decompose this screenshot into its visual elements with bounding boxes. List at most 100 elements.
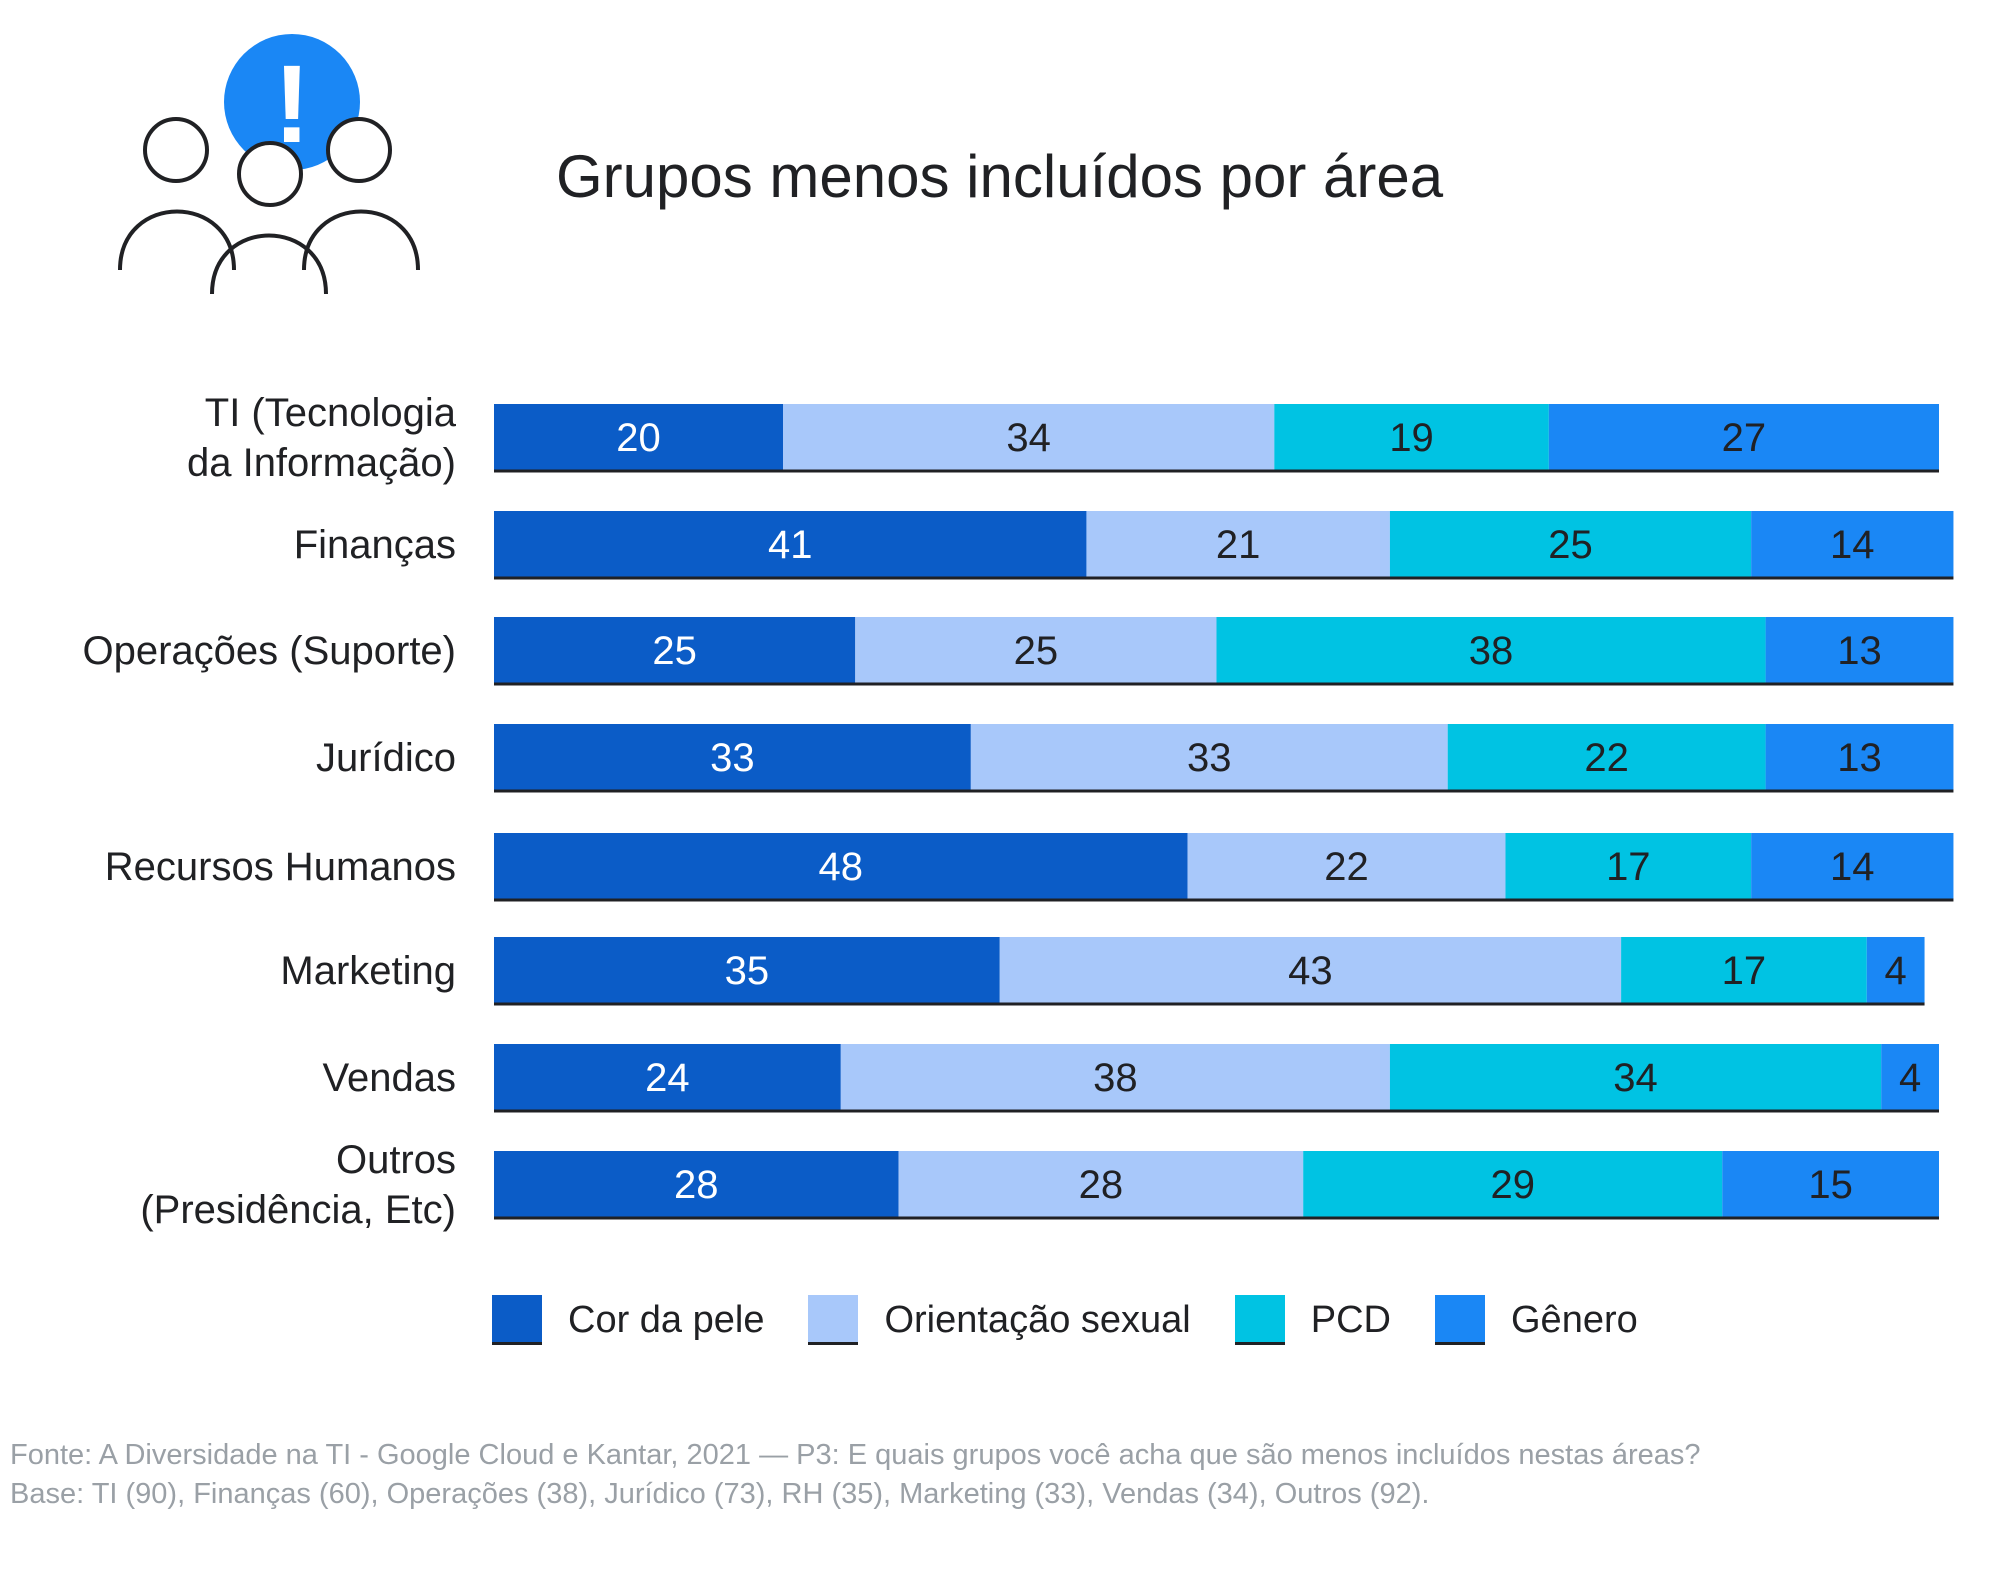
data-label: 17 — [1722, 949, 1767, 993]
bar-segment — [494, 511, 1087, 577]
data-label: 21 — [1216, 523, 1261, 567]
category-label: Marketing — [280, 949, 456, 993]
data-label: 22 — [1584, 736, 1629, 780]
bar-segment — [1187, 833, 1506, 899]
bar-segment — [1216, 617, 1766, 683]
bar-segment — [1722, 1151, 1939, 1217]
bar-segment — [494, 937, 1000, 1003]
bar-row: TI (Tecnologia da Informação) 20 34 19 27 — [187, 391, 1939, 485]
legend-label: Orientação sexual — [884, 1298, 1191, 1341]
legend-swatch — [1234, 1295, 1285, 1345]
bar-segment — [1621, 937, 1867, 1003]
data-label: 14 — [1830, 523, 1875, 567]
data-label: 43 — [1288, 949, 1333, 993]
legend-swatch — [492, 1295, 542, 1345]
bar-segment — [494, 1044, 841, 1110]
category-label: Vendas — [323, 1056, 456, 1100]
data-label: 25 — [1014, 629, 1059, 673]
bar-segment — [783, 404, 1275, 470]
stacked-bar-chart: TI (Tecnologia da Informação) 20 34 19 27 Fina… — [82, 391, 1954, 1232]
legend-item: Gênero — [1435, 1295, 1638, 1345]
bar-segment — [1866, 937, 1925, 1003]
data-label: 34 — [1613, 1056, 1658, 1100]
bar-segment — [970, 724, 1448, 790]
data-label: 38 — [1469, 629, 1514, 673]
bar-segment — [855, 617, 1217, 683]
legend-swatch — [1435, 1295, 1485, 1345]
bar-row: Jurídico 33 33 22 13 — [316, 724, 1954, 793]
data-label: 48 — [819, 845, 864, 889]
bar-segment — [494, 404, 783, 470]
data-label: 4 — [1885, 949, 1907, 993]
data-label: 33 — [710, 736, 755, 780]
data-label: 24 — [645, 1056, 690, 1100]
data-label: 17 — [1606, 845, 1651, 889]
bar-row: Marketing 35 43 17 4 — [280, 937, 1925, 1006]
source-line-2: Base: TI (90), Finanças (60), Operações … — [10, 1478, 1430, 1510]
alert-badge-icon — [224, 34, 360, 170]
bar-row: Operações (Suporte) 25 25 38 13 — [82, 617, 1954, 686]
data-label: 28 — [674, 1163, 719, 1207]
category-label: Operações (Suporte) — [82, 629, 456, 673]
category-label: Recursos Humanos — [105, 845, 456, 889]
legend-item: Cor da pele — [492, 1295, 764, 1345]
category-label: Jurídico — [316, 736, 456, 780]
bar-segment — [1447, 724, 1766, 790]
bar-segment — [898, 1151, 1304, 1217]
bar-segment — [494, 617, 856, 683]
bar-segment — [1389, 1044, 1882, 1110]
source-note: Fonte: A Diversidade na TI - Google Clou… — [10, 1436, 1701, 1514]
data-label: 20 — [616, 416, 661, 460]
data-label: 14 — [1830, 845, 1875, 889]
bar-segment — [999, 937, 1622, 1003]
chart-legend: Cor da pele Orientação sexual PCD Gênero — [492, 1290, 1682, 1350]
bar-segment — [1086, 511, 1390, 577]
data-label: 38 — [1093, 1056, 1138, 1100]
data-label: 13 — [1837, 736, 1882, 780]
bar-segment — [1274, 404, 1549, 470]
bar-row: Vendas 24 38 34 4 — [323, 1044, 1939, 1113]
people-alert-icon: ! — [118, 34, 420, 295]
category-label: Outros (Presidência, Etc) — [140, 1138, 456, 1232]
bar-segment — [1751, 511, 1954, 577]
category-label: TI (Tecnologia da Informação) — [187, 391, 457, 485]
legend-item: Orientação sexual — [808, 1295, 1191, 1345]
data-label: 35 — [725, 949, 770, 993]
bar-row: Recursos Humanos 48 22 17 14 — [105, 833, 1954, 902]
source-line-1: Fonte: A Diversidade na TI - Google Clou… — [10, 1439, 1701, 1471]
data-label: 19 — [1389, 416, 1434, 460]
bar-segment — [1765, 617, 1954, 683]
bar-segment — [1765, 724, 1954, 790]
bar-segment — [1505, 833, 1752, 899]
data-label: 29 — [1490, 1163, 1535, 1207]
chart-title: Grupos menos incluídos por área — [556, 143, 1444, 210]
bar-segment — [494, 1151, 899, 1217]
bar-segment — [840, 1044, 1390, 1110]
bar-segment — [494, 833, 1188, 899]
data-label: 22 — [1324, 845, 1369, 889]
legend-item: PCD — [1234, 1295, 1391, 1345]
data-label: 15 — [1808, 1163, 1853, 1207]
category-label: Finanças — [294, 523, 456, 567]
bar-segment — [1303, 1151, 1723, 1217]
data-label: 27 — [1722, 416, 1767, 460]
legend-label: PCD — [1310, 1298, 1391, 1341]
data-label: 34 — [1006, 416, 1051, 460]
data-label: 28 — [1079, 1163, 1124, 1207]
bar-row: Finanças 41 21 25 14 — [294, 511, 1954, 580]
legend-label: Cor da pele — [568, 1298, 765, 1341]
legend-swatch — [808, 1295, 859, 1345]
bar-segment — [494, 724, 971, 790]
data-label: 33 — [1187, 736, 1232, 780]
legend-label: Gênero — [1511, 1298, 1638, 1341]
bar-row: Outros (Presidência, Etc) 28 28 29 15 — [140, 1138, 1939, 1232]
bar-segment — [1751, 833, 1954, 899]
data-label: 13 — [1837, 629, 1882, 673]
data-label: 25 — [652, 629, 697, 673]
bar-segment — [1389, 511, 1752, 577]
data-label: 25 — [1548, 523, 1593, 567]
bar-segment — [1548, 404, 1939, 470]
bar-segment — [1881, 1044, 1939, 1110]
data-label: 41 — [768, 523, 813, 567]
data-label: 4 — [1899, 1056, 1921, 1100]
